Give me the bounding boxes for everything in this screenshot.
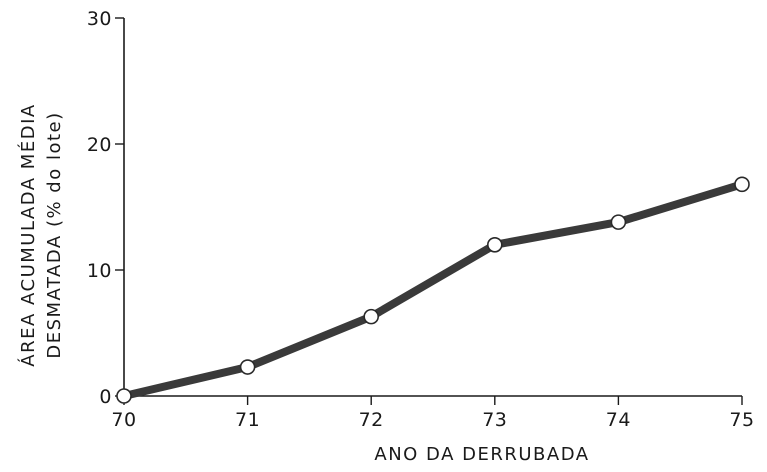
data-point bbox=[610, 214, 627, 230]
markers-layer bbox=[116, 176, 750, 404]
y-tick-label: 10 bbox=[87, 260, 112, 282]
y-tick-label: 0 bbox=[99, 386, 112, 408]
y-tick-label: 20 bbox=[87, 134, 112, 156]
x-tick-label: 71 bbox=[235, 409, 260, 431]
data-point bbox=[116, 388, 132, 404]
series-layer bbox=[120, 180, 746, 400]
y-axis-title-line2: DESMATADA (% do lote) bbox=[44, 111, 65, 358]
x-axis-title: ANO DA DERRUBADA bbox=[374, 444, 589, 465]
x-tick-label: 73 bbox=[482, 409, 507, 431]
x-tick-label: 74 bbox=[606, 409, 631, 431]
axes: 0 10 20 30 70 71 72 73 74 75 bbox=[87, 8, 754, 431]
data-point bbox=[734, 176, 750, 193]
data-point bbox=[363, 308, 380, 325]
x-tick-label: 75 bbox=[729, 409, 754, 431]
data-point bbox=[239, 359, 256, 375]
y-tick-label: 30 bbox=[87, 8, 112, 30]
y-axis-title-line1: ÁREA ACUMULADA MÉDIA bbox=[17, 103, 39, 366]
x-tick-label: 70 bbox=[111, 409, 136, 431]
x-tick-label: 72 bbox=[359, 409, 384, 431]
data-point bbox=[486, 237, 503, 253]
series-line bbox=[120, 180, 746, 400]
